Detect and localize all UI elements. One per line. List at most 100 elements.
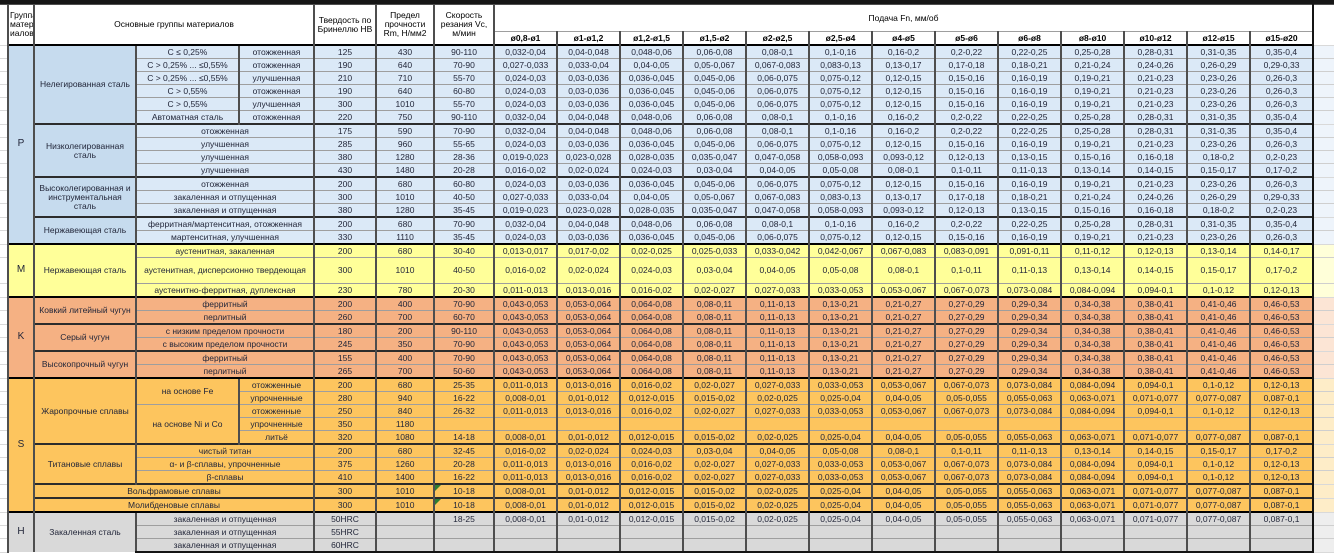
- group-letter-cell[interactable]: P: [7, 44, 34, 244]
- feed-cell[interactable]: 0,23-0,26: [1186, 176, 1251, 191]
- feed-cell[interactable]: 0,18-0,21: [997, 58, 1062, 72]
- right-edge-cell[interactable]: [1312, 137, 1334, 151]
- feed-cell[interactable]: 0,048-0,06: [619, 123, 684, 138]
- feed-cell[interactable]: 0,04-0,05: [619, 58, 684, 72]
- feed-cell[interactable]: 0,08-0,1: [871, 257, 936, 284]
- feed-cell[interactable]: [745, 538, 810, 553]
- left-edge-cell[interactable]: [0, 97, 8, 111]
- right-edge-cell[interactable]: [1312, 163, 1334, 177]
- feed-cell[interactable]: 0,12-0,13: [1249, 457, 1314, 471]
- cutting-speed-cell[interactable]: [433, 417, 495, 431]
- feed-cell[interactable]: 0,21-0,23: [1123, 97, 1188, 111]
- feed-cell[interactable]: [745, 417, 810, 431]
- right-edge-cell[interactable]: [1312, 538, 1334, 553]
- feed-cell[interactable]: 0,21-0,23: [1123, 176, 1188, 191]
- cutting-speed-cell[interactable]: 18-25: [433, 511, 495, 526]
- feed-cell[interactable]: 0,04-0,05: [745, 443, 810, 458]
- feed-cell[interactable]: 0,071-0,077: [1123, 511, 1188, 526]
- feed-cell[interactable]: 0,08-0,1: [871, 443, 936, 458]
- material-spec-cell[interactable]: улучшенная: [237, 71, 315, 85]
- feed-cell[interactable]: 0,18-0,21: [997, 190, 1062, 204]
- feed-cell[interactable]: 0,033-0,053: [808, 377, 873, 392]
- feed-cell[interactable]: [934, 525, 999, 539]
- col-header-feed-title[interactable]: Подача Fn, мм/об: [493, 4, 1314, 32]
- feed-cell[interactable]: [808, 538, 873, 553]
- feed-cell[interactable]: 0,032-0,04: [493, 44, 558, 59]
- feed-cell[interactable]: 0,16-0,19: [997, 137, 1062, 151]
- feed-cell[interactable]: 0,016-0,02: [493, 257, 558, 284]
- feed-cell[interactable]: 0,26-0,3: [1249, 71, 1314, 85]
- feed-cell[interactable]: 0,033-0,04: [556, 58, 621, 72]
- feed-cell[interactable]: 0,12-0,13: [934, 150, 999, 164]
- cutting-speed-cell[interactable]: 70-90: [433, 216, 495, 231]
- feed-cell[interactable]: 0,27-0,29: [934, 337, 999, 351]
- feed-cell[interactable]: 0,03-0,036: [556, 137, 621, 151]
- material-spec-cell[interactable]: аустенитно-ферритная, дуплексная: [134, 283, 315, 297]
- right-edge-cell[interactable]: [1312, 176, 1334, 191]
- left-edge-cell[interactable]: [0, 443, 8, 458]
- feed-cell[interactable]: [619, 525, 684, 539]
- feed-cell[interactable]: 0,071-0,077: [1123, 497, 1188, 512]
- feed-cell[interactable]: 0,13-0,15: [997, 203, 1062, 217]
- material-spec-cell[interactable]: C > 0,55%: [135, 97, 239, 111]
- feed-cell[interactable]: 0,013-0,016: [556, 457, 621, 471]
- right-edge-cell[interactable]: [1312, 430, 1334, 444]
- left-edge-cell[interactable]: [0, 457, 8, 471]
- feed-cell[interactable]: 0,01-0,012: [556, 497, 621, 512]
- feed-cell[interactable]: 0,46-0,53: [1249, 364, 1314, 378]
- left-edge-cell[interactable]: [0, 417, 8, 431]
- feed-cell[interactable]: 0,22-0,25: [997, 216, 1062, 231]
- feed-cell[interactable]: 0,05-0,067: [682, 58, 747, 72]
- group-letter-cell[interactable]: K: [7, 296, 34, 378]
- feed-cell[interactable]: 0,045-0,06: [682, 71, 747, 85]
- feed-cell[interactable]: 0,073-0,084: [997, 470, 1062, 484]
- feed-cell[interactable]: 0,11-0,13: [745, 296, 810, 311]
- feed-cell[interactable]: 0,01-0,012: [556, 430, 621, 444]
- material-spec-cell[interactable]: на основе Ni и Co: [135, 404, 239, 444]
- cutting-speed-cell[interactable]: 60-70: [433, 310, 495, 324]
- left-edge-cell[interactable]: [0, 123, 8, 138]
- feed-cell[interactable]: 0,045-0,06: [682, 97, 747, 111]
- feed-cell[interactable]: 0,019-0,023: [493, 150, 558, 164]
- strength-cell[interactable]: [375, 538, 435, 553]
- feed-cell[interactable]: 0,01-0,012: [556, 391, 621, 405]
- feed-cell[interactable]: [556, 417, 621, 431]
- feed-cell[interactable]: 0,14-0,17: [1249, 243, 1314, 258]
- feed-cell[interactable]: 0,075-0,12: [808, 97, 873, 111]
- material-spec-cell[interactable]: α- и β-сплавы, упрочненные: [134, 457, 315, 471]
- feed-cell[interactable]: 0,02-0,025: [745, 483, 810, 498]
- feed-cell[interactable]: 0,083-0,13: [808, 190, 873, 204]
- feed-cell[interactable]: 0,34-0,38: [1060, 323, 1125, 338]
- strength-cell[interactable]: 640: [375, 84, 435, 98]
- feed-cell[interactable]: [1186, 417, 1251, 431]
- material-spec-cell[interactable]: перлитный: [134, 364, 315, 378]
- feed-cell[interactable]: 0,02-0,025: [745, 391, 810, 405]
- feed-cell[interactable]: 0,042-0,067: [808, 243, 873, 258]
- material-spec-cell[interactable]: на основе Fe: [135, 377, 239, 405]
- feed-diameter-header[interactable]: ø2,5-ø4: [808, 31, 873, 45]
- feed-cell[interactable]: 0,25-0,28: [1060, 110, 1125, 124]
- feed-cell[interactable]: 0,063-0,071: [1060, 511, 1125, 526]
- feed-cell[interactable]: 0,071-0,077: [1123, 430, 1188, 444]
- feed-cell[interactable]: 0,055-0,063: [997, 483, 1062, 498]
- feed-diameter-header[interactable]: ø0,8-ø1: [493, 31, 558, 45]
- feed-cell[interactable]: 0,063-0,071: [1060, 483, 1125, 498]
- feed-cell[interactable]: 0,13-0,21: [808, 310, 873, 324]
- material-spec-cell[interactable]: Автоматная сталь: [135, 110, 239, 124]
- feed-cell[interactable]: 0,04-0,05: [871, 391, 936, 405]
- feed-cell[interactable]: 0,26-0,3: [1249, 137, 1314, 151]
- feed-cell[interactable]: 0,1-0,16: [808, 110, 873, 124]
- feed-cell[interactable]: 0,025-0,04: [808, 430, 873, 444]
- feed-cell[interactable]: 0,19-0,21: [1060, 97, 1125, 111]
- feed-cell[interactable]: 0,016-0,02: [493, 443, 558, 458]
- strength-cell[interactable]: 700: [375, 364, 435, 378]
- feed-cell[interactable]: 0,16-0,19: [997, 97, 1062, 111]
- hardness-cell[interactable]: 265: [313, 364, 377, 378]
- feed-cell[interactable]: 0,027-0,033: [745, 404, 810, 418]
- hardness-cell[interactable]: 50HRC: [313, 511, 377, 526]
- material-spec-cell[interactable]: аустенитная, закаленная: [134, 243, 315, 258]
- feed-cell[interactable]: 0,24-0,26: [1123, 190, 1188, 204]
- feed-diameter-header[interactable]: ø15-ø20: [1249, 31, 1314, 45]
- feed-cell[interactable]: 0,12-0,15: [871, 176, 936, 191]
- strength-cell[interactable]: 1180: [375, 417, 435, 431]
